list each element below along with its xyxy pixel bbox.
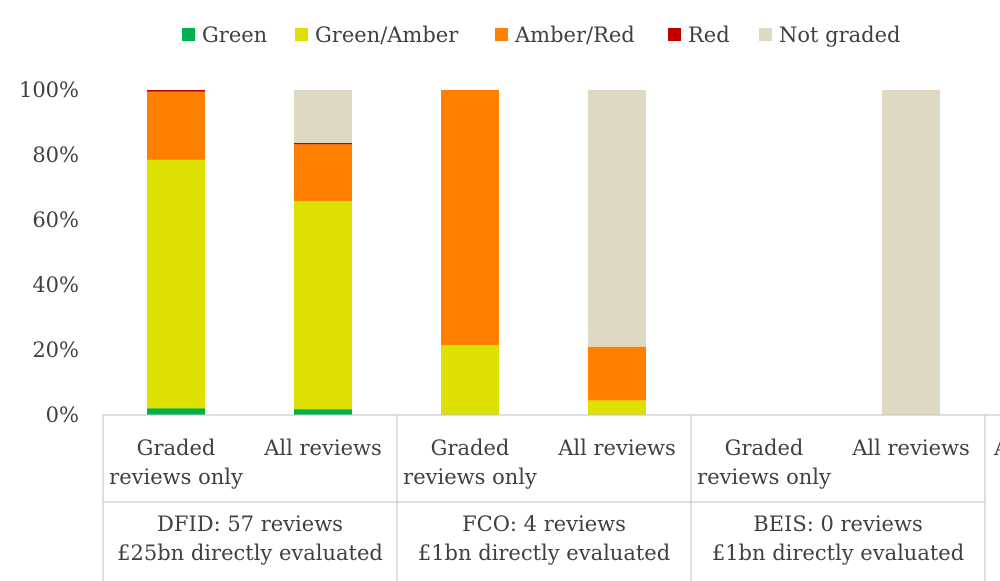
bar-segment-g1-b1-s1 [588, 400, 646, 415]
category-label-g1-b0: Graded [431, 436, 510, 460]
y-tick-label-0: 0% [46, 403, 79, 427]
y-tick-label-3: 60% [32, 208, 79, 232]
legend: Green Green/Amber Amber/Red Red Not graded [182, 23, 900, 47]
legend-swatch-2 [495, 28, 508, 41]
bar-segment-g0-b1-s2 [294, 144, 352, 202]
legend-label-3: Red [688, 23, 730, 47]
bar-segment-g1-b1-s4 [588, 90, 646, 347]
bar-segment-g0-b0-s3 [147, 90, 205, 92]
legend-swatch-3 [668, 28, 681, 41]
legend-swatch-4 [759, 28, 772, 41]
bar-segment-g0-b1-s4 [294, 90, 352, 143]
category-label-g0-b1: All reviews [263, 436, 382, 460]
bar-segment-g0-b1-s0 [294, 409, 352, 415]
category-label-g1-b1: All reviews [557, 436, 676, 460]
category-sublabel-g2-b0: reviews only [697, 465, 831, 489]
category-label-g2-b1: All reviews [851, 436, 970, 460]
legend-label-0: Green [202, 23, 267, 47]
bar-segment-g1-b0-s1 [441, 345, 499, 415]
group-sublabel-2: £1bn directly evaluated [712, 541, 964, 565]
group-sublabel-1: £1bn directly evaluated [418, 541, 670, 565]
category-sublabel-g1-b0: reviews only [403, 465, 537, 489]
bar-segment-g0-b0-s1 [147, 159, 205, 409]
y-tick-label-5: 100% [19, 78, 79, 102]
legend-label-2: Amber/Red [514, 23, 635, 47]
bar-segment-g1-b0-s2 [441, 90, 499, 346]
y-tick-label-1: 20% [32, 338, 79, 362]
group-label-2: BEIS: 0 reviews [753, 512, 922, 536]
legend-swatch-1 [295, 28, 308, 41]
category-sublabel-g0-b0: reviews only [109, 465, 243, 489]
legend-label-1: Green/Amber [315, 23, 459, 47]
bar-segment-g1-b1-s2 [588, 346, 646, 401]
bar-segment-g0-b0-s0 [147, 408, 205, 415]
legend-label-4: Not graded [779, 23, 900, 47]
group-sublabel-0: £25bn directly evaluated [117, 541, 383, 565]
bars [147, 90, 940, 415]
y-tick-label-2: 40% [32, 273, 79, 297]
x-axis: Graded reviews only All reviews Graded revie… [102, 414, 1000, 581]
bar-segment-g0-b1-s1 [294, 201, 352, 410]
legend-swatch-0 [182, 28, 195, 41]
bar-segment-g0-b0-s2 [147, 91, 205, 160]
group-label-0: DFID: 57 reviews [157, 512, 343, 536]
y-tick-label-4: 80% [32, 143, 79, 167]
bar-segment-g2-b1-s4 [882, 90, 940, 415]
category-label-partial: A [993, 436, 1000, 460]
category-label-g2-b0: Graded [725, 436, 804, 460]
group-label-1: FCO: 4 reviews [462, 512, 626, 536]
bar-segment-g0-b1-s3 [294, 142, 352, 145]
category-label-g0-b0: Graded [137, 436, 216, 460]
y-axis: 0% 20% 40% 60% 80% 100% [19, 78, 79, 427]
